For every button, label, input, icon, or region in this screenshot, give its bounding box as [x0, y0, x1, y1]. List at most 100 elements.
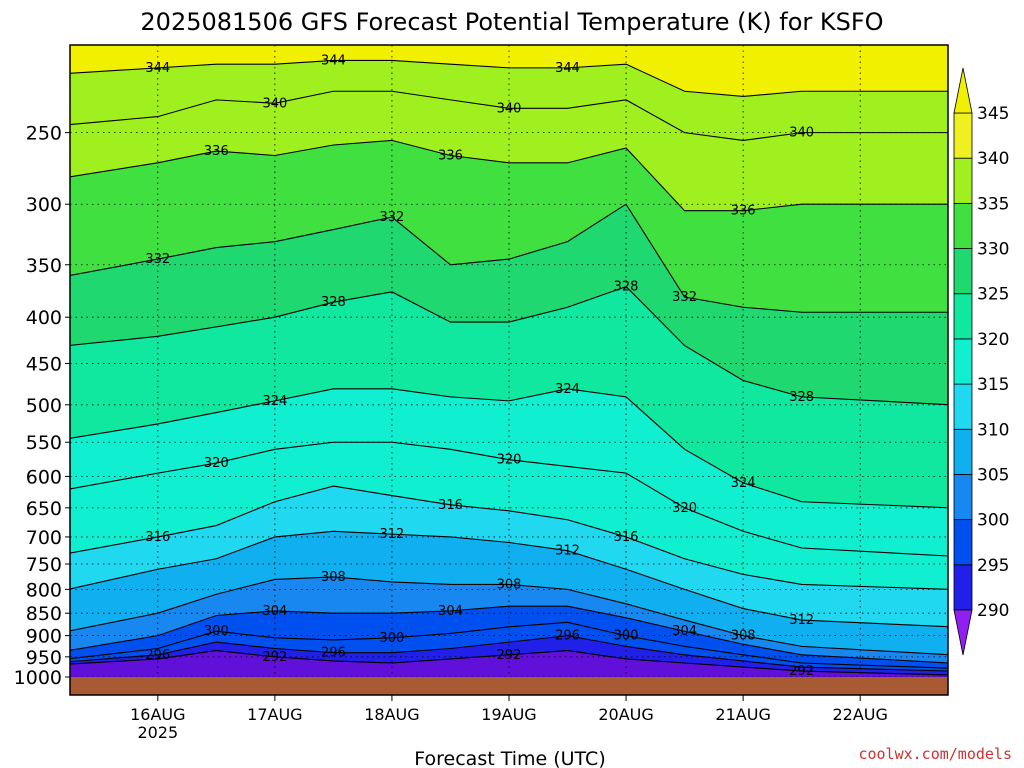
isentrope-label: 344	[555, 61, 580, 76]
y-tick-label: 950	[26, 647, 62, 669]
isentrope-line	[70, 605, 948, 664]
colorbar-swatch	[953, 202, 973, 249]
isentrope-label: 332	[145, 252, 170, 267]
fill-band	[70, 576, 948, 663]
isentrope-line	[70, 530, 948, 628]
y-axis: 2503003504004505005506006507007508008509…	[14, 123, 70, 689]
fill-band	[70, 486, 948, 627]
colorbar-swatch	[953, 474, 973, 521]
x-axis-label: Forecast Time (UTC)	[414, 748, 605, 768]
isentrope-label: 340	[262, 96, 287, 111]
y-tick-label: 550	[26, 432, 62, 454]
isentrope-line	[70, 388, 948, 509]
isentrope-label: 320	[672, 501, 697, 516]
colorbar-swatch	[953, 519, 973, 566]
x-tick-label: 22AUG	[832, 705, 887, 724]
colorbar-label: 300	[977, 511, 1009, 531]
isentrope-line	[70, 441, 948, 557]
isentrope-label: 340	[497, 101, 522, 116]
isentrope-label: 312	[555, 544, 580, 559]
isentrope-line	[70, 90, 948, 141]
isentrope-label: 304	[672, 624, 697, 639]
isentrope-label: 296	[145, 648, 170, 663]
y-tick-label: 650	[26, 498, 62, 520]
isentrope-label: 336	[731, 204, 756, 219]
isentrope-line	[70, 203, 948, 313]
isentrope-line	[70, 485, 948, 590]
isentrope-line	[70, 576, 948, 656]
isentrope-label: 316	[145, 530, 170, 545]
colorbar-label: 345	[977, 104, 1009, 124]
isentrope-label: 324	[555, 382, 580, 397]
colorbar-label: 295	[977, 556, 1009, 576]
isentrope-label: 320	[204, 456, 229, 471]
colorbar-label: 330	[977, 240, 1009, 260]
fill-band	[70, 531, 948, 655]
fill-band	[70, 635, 948, 675]
isentrope-line	[70, 621, 948, 669]
colorbar-label: 325	[977, 285, 1009, 305]
isentrope-label: 312	[789, 613, 814, 628]
isentrope-label: 300	[204, 624, 229, 639]
isentrope-label: 304	[262, 604, 287, 619]
y-tick-label: 350	[26, 255, 62, 277]
x-tick-label: 17AUG	[247, 705, 302, 724]
y-tick-label: 750	[26, 554, 62, 576]
x-tick-sublabel: 2025	[137, 723, 178, 742]
colorbar-label: 335	[977, 194, 1009, 214]
fill-band	[70, 650, 948, 677]
isentrope-label: 336	[438, 149, 463, 164]
y-tick-label: 450	[26, 353, 62, 375]
fill-band	[70, 606, 948, 669]
x-tick-label: 16AUG	[130, 705, 185, 724]
isentrope-label: 324	[731, 476, 756, 491]
isentrope-label: 324	[262, 394, 287, 409]
surface-band	[70, 677, 948, 695]
isentrope-label: 332	[672, 290, 697, 305]
isentrope-label: 328	[789, 390, 814, 405]
colorbar-label: 320	[977, 330, 1009, 350]
colorbar-swatch	[953, 564, 973, 611]
isentrope-label: 308	[497, 577, 522, 592]
y-tick-label: 800	[26, 579, 62, 601]
isentrope-label: 292	[497, 648, 522, 663]
fill-band	[70, 45, 948, 97]
isentrope-label: 320	[497, 453, 522, 468]
isentrope-label: 308	[731, 629, 756, 644]
credit-text: coolwx.com/models	[858, 745, 1012, 763]
colorbar-under-arrow	[953, 609, 973, 656]
chart-title: 2025081506 GFS Forecast Potential Temper…	[140, 8, 883, 36]
isentrope-label: 328	[321, 295, 346, 310]
x-tick-label: 19AUG	[481, 705, 536, 724]
isentrope-line	[70, 59, 948, 98]
colorbar-swatch	[953, 293, 973, 340]
isentrope-label: 316	[438, 498, 463, 513]
colorbar-swatch	[953, 338, 973, 385]
isentrope-label: 304	[438, 604, 463, 619]
y-tick-label: 1000	[14, 667, 62, 689]
isentrope-line	[70, 285, 948, 406]
y-tick-label: 250	[26, 123, 62, 145]
isentrope-line	[70, 650, 948, 676]
colorbar-swatch	[953, 112, 973, 159]
colorbar-swatch	[953, 248, 973, 295]
colorbar-label: 290	[977, 601, 1009, 621]
y-tick-label: 400	[26, 307, 62, 329]
isentrope-label: 308	[321, 570, 346, 585]
y-tick-label: 900	[26, 626, 62, 648]
fill-band	[70, 388, 948, 556]
colorbar-label: 310	[977, 420, 1009, 440]
isentrope-label: 316	[614, 530, 639, 545]
colorbar-label: 315	[977, 375, 1009, 395]
x-tick-label: 21AUG	[715, 705, 770, 724]
x-tick-label: 18AUG	[364, 705, 419, 724]
colorbar-swatch	[953, 157, 973, 204]
y-tick-label: 600	[26, 466, 62, 488]
colorbar: 290 295 300 305 310 315 320 325 330 335 340 345	[953, 67, 1009, 656]
y-tick-label: 300	[26, 194, 62, 216]
isentrope-label: 296	[321, 646, 346, 661]
isentrope-label: 300	[614, 629, 639, 644]
